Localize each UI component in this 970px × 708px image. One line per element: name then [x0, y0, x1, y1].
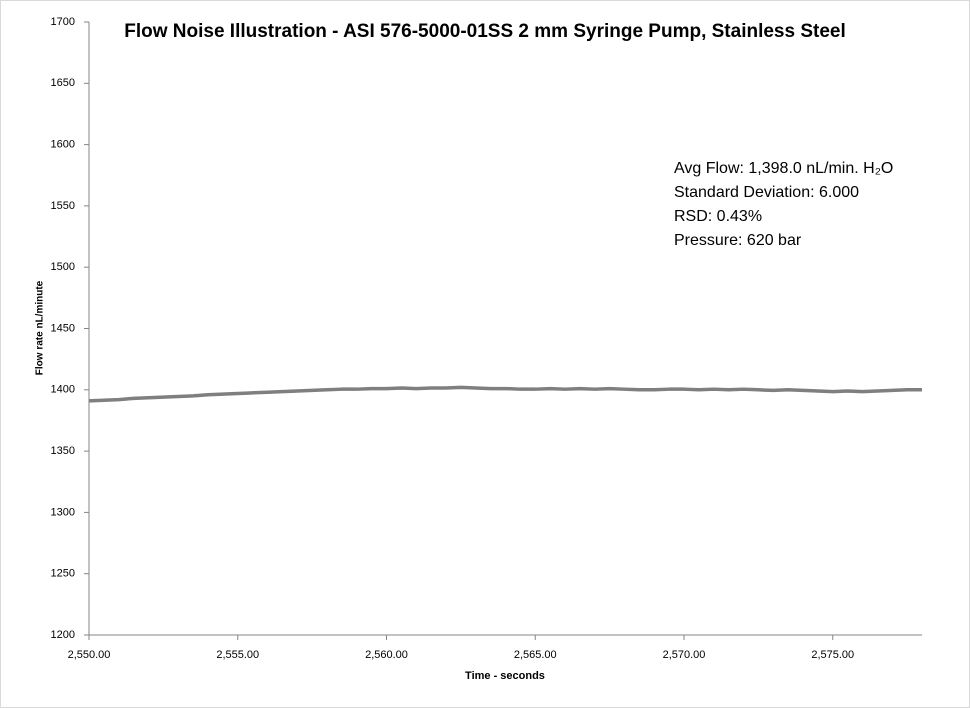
x-tick-label: 2,575.00 [811, 649, 854, 661]
y-tick-label: 1700 [51, 16, 75, 28]
y-tick-label: 1550 [51, 200, 75, 212]
x-tick-label: 2,565.00 [514, 649, 557, 661]
y-tick-label: 1400 [51, 384, 75, 396]
y-tick-label: 1600 [51, 139, 75, 151]
x-tick-label: 2,550.00 [68, 649, 111, 661]
y-axis-title: Flow rate nL/minute [35, 280, 46, 375]
flow-line [88, 385, 922, 403]
y-tick-label: 1650 [51, 77, 75, 89]
chart-title: Flow Noise Illustration - ASI 576-5000-0… [124, 21, 846, 42]
y-tick-label: 1200 [51, 629, 75, 641]
y-tick-label: 1450 [51, 322, 75, 334]
annotation: RSD: 0.43% [674, 208, 762, 225]
x-tick-label: 2,560.00 [365, 649, 408, 661]
y-tick-label: 1500 [51, 261, 75, 273]
x-tick-label: 2,555.00 [216, 649, 259, 661]
annotation: Pressure: 620 bar [674, 232, 802, 249]
y-tick-label: 1350 [51, 445, 75, 457]
y-tick-label: 1250 [51, 568, 75, 580]
annotation: Avg Flow: 1,398.0 nL/min. H₂O [674, 160, 893, 177]
x-axis-title: Time - seconds [465, 670, 545, 682]
annotation: Standard Deviation: 6.000 [674, 184, 859, 201]
x-tick-label: 2,570.00 [663, 649, 706, 661]
y-tick-label: 1300 [51, 506, 75, 518]
